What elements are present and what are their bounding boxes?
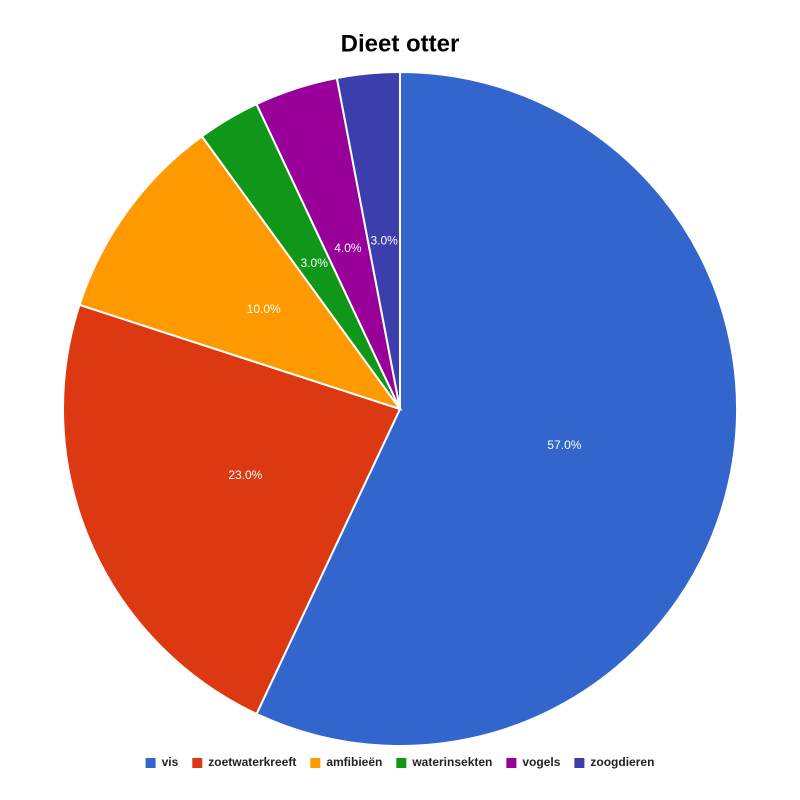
legend-label: vis xyxy=(162,755,179,769)
pie-slice xyxy=(62,303,402,716)
slice-label: 23.0% xyxy=(228,468,262,482)
legend-marker xyxy=(310,758,321,768)
legend-label: zoetwaterkreeft xyxy=(208,755,296,769)
chart-title: Dieet otter xyxy=(341,30,460,57)
slice-label: 10.0% xyxy=(247,302,281,316)
legend-label: amfibieën xyxy=(326,755,382,769)
legend-marker xyxy=(145,758,156,768)
legend: vis zoetwaterkreeft amfibieën waterinsekten… xyxy=(145,755,654,769)
legend-marker xyxy=(192,758,203,768)
legend-label: vogels xyxy=(522,755,560,769)
legend-marker xyxy=(574,758,585,768)
legend-marker xyxy=(396,758,407,768)
pie-slice xyxy=(78,134,403,411)
legend-label: waterinsekten xyxy=(411,755,492,769)
slice-label: 4.0% xyxy=(334,241,362,255)
pie-slice xyxy=(255,70,738,747)
slice-label: 3.0% xyxy=(370,233,398,247)
pie-slice xyxy=(335,70,401,410)
slice-label: 57.0% xyxy=(547,438,581,452)
legend-marker xyxy=(506,758,517,768)
slice-label: 3.0% xyxy=(301,256,329,270)
legend-label: zoogdieren xyxy=(590,755,654,769)
